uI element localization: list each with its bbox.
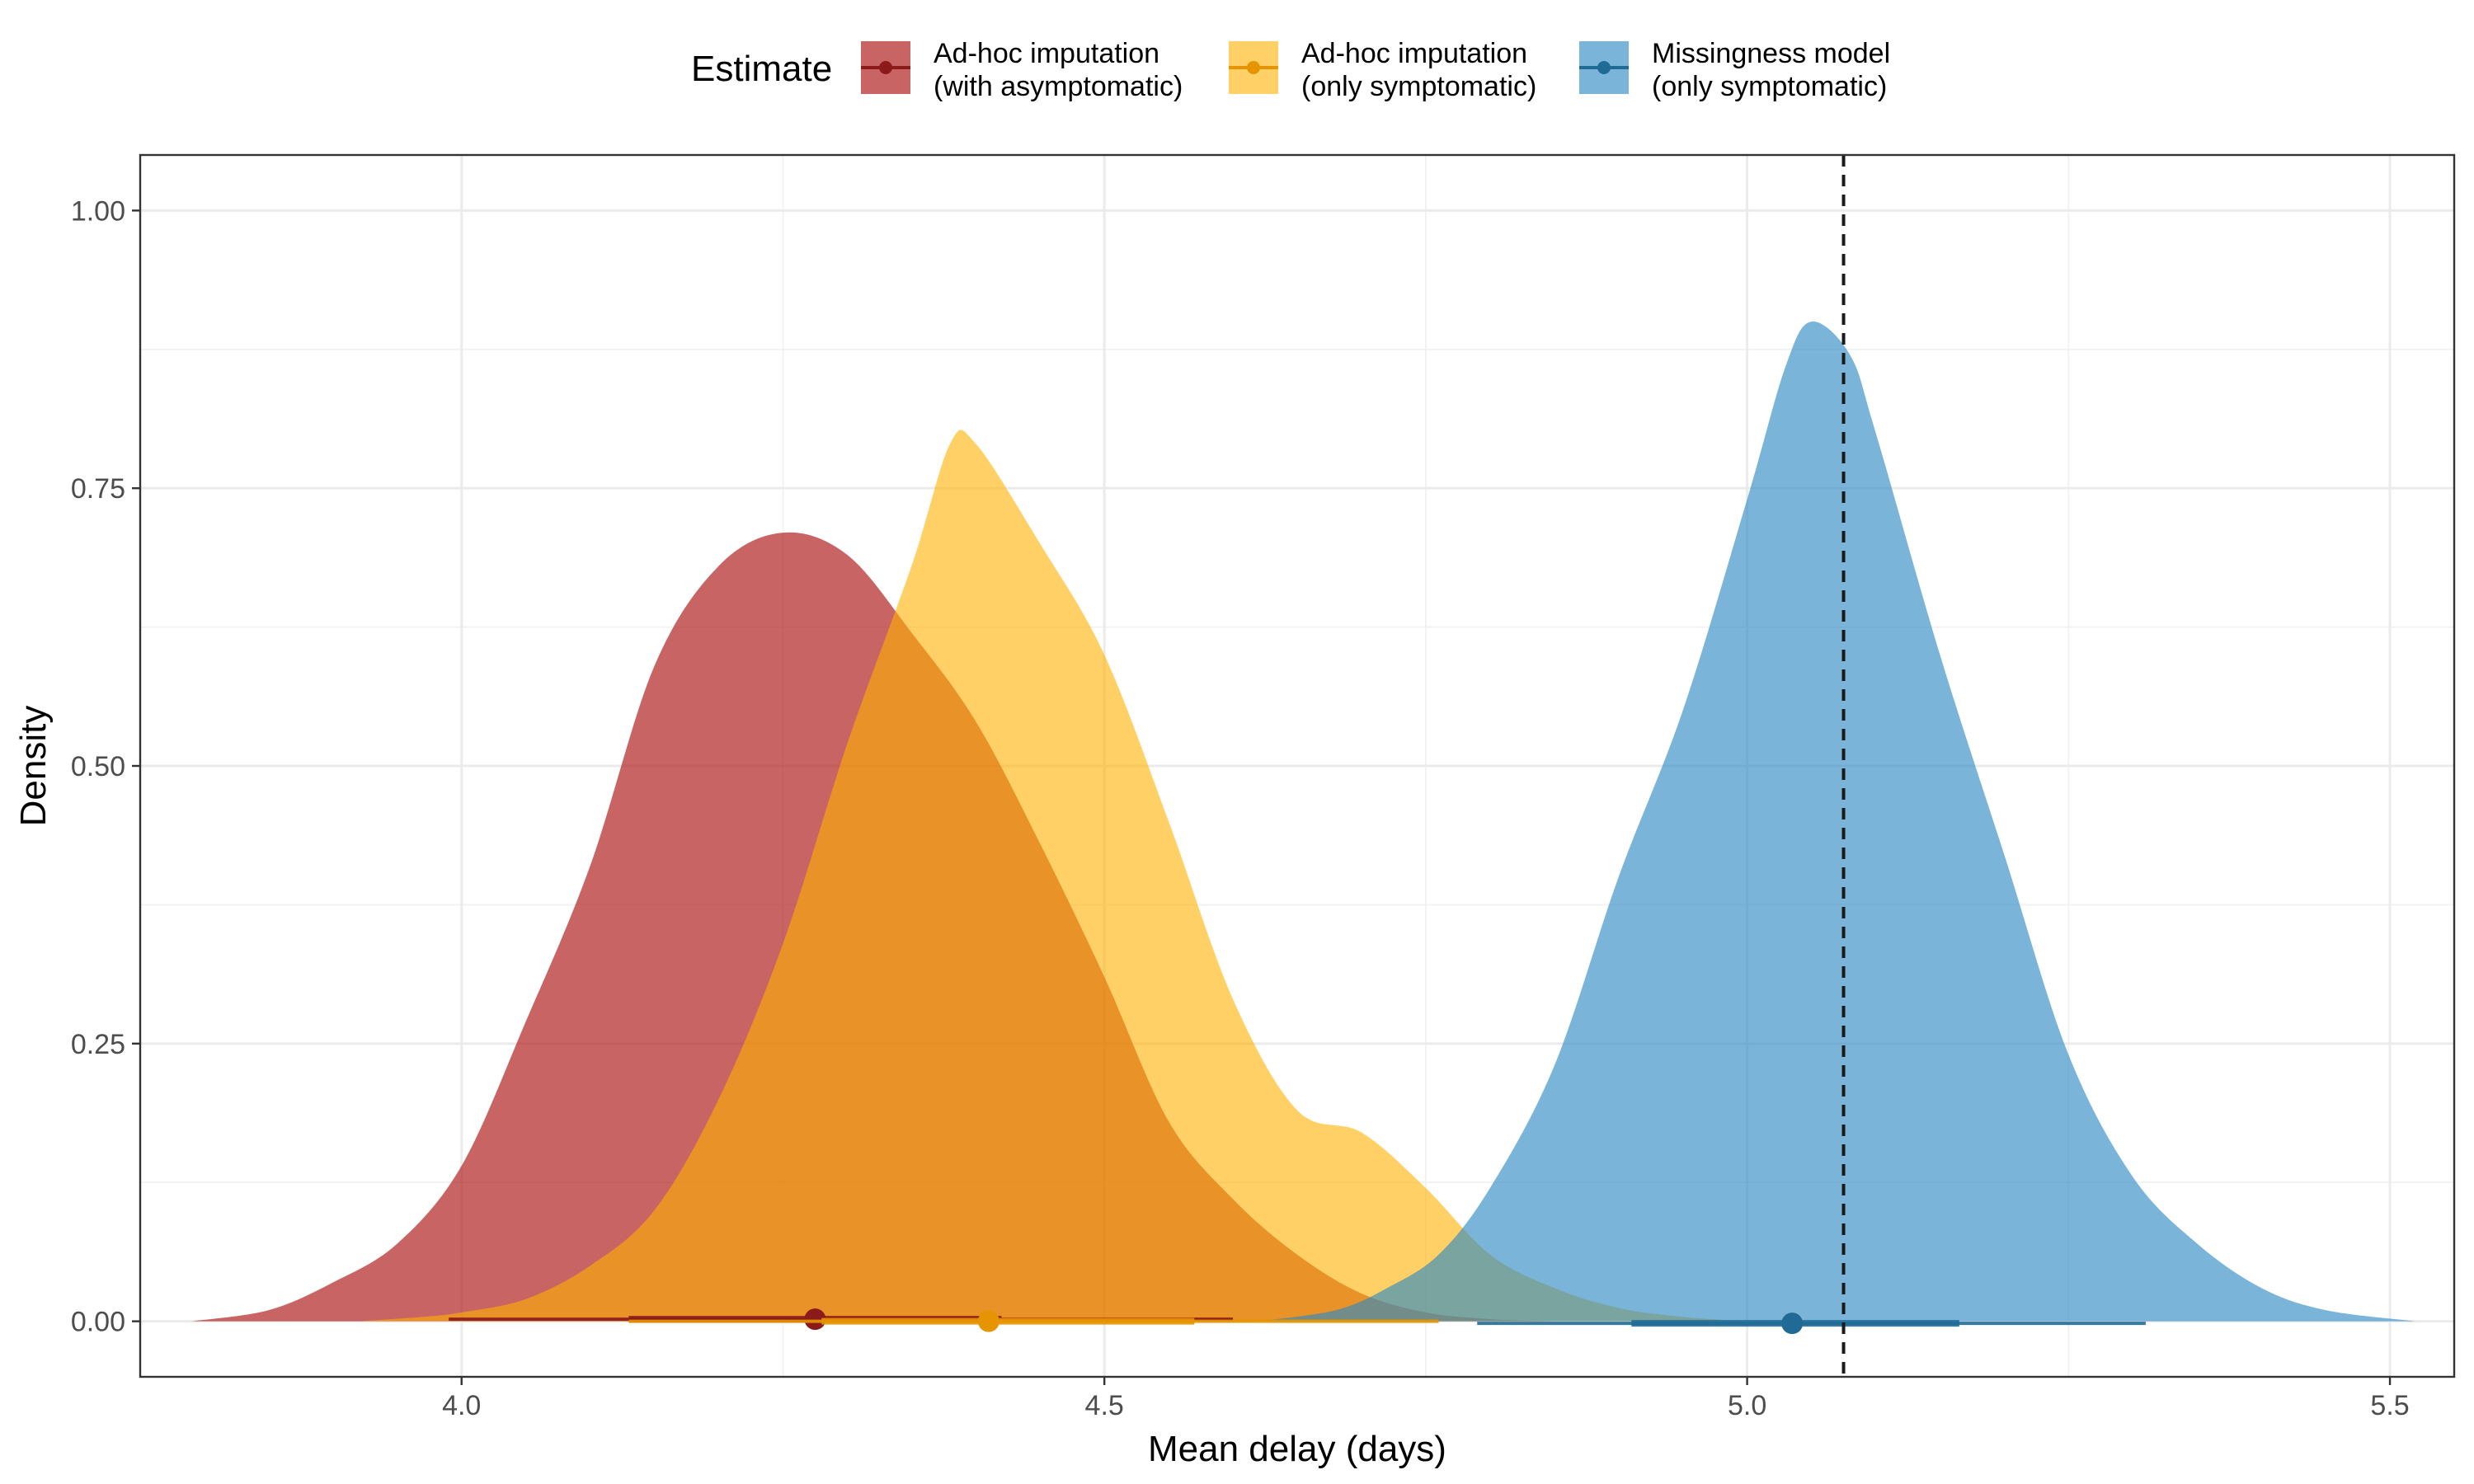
legend-label-1: Ad-hoc imputation [934, 38, 1159, 69]
x-tick-label: 4.5 [1085, 1390, 1124, 1421]
y-axis-label: Density [13, 706, 54, 827]
x-axis-label: Mean delay (days) [1148, 1429, 1446, 1469]
legend-item-2: Ad-hoc imputation(only symptomatic) [1229, 38, 1536, 102]
interval-bars [449, 1308, 2146, 1335]
y-tick-label: 1.00 [71, 195, 125, 227]
density-area-3 [1258, 321, 2416, 1322]
legend-label-2: (only symptomatic) [1301, 71, 1536, 102]
x-tick-label: 4.0 [442, 1390, 481, 1421]
legend-item-3: Missingness model(only symptomatic) [1579, 38, 1890, 102]
legend-item-1: Ad-hoc imputation(with asymptomatic) [861, 38, 1183, 102]
y-axis: 0.00 0.25 0.50 0.75 1.00 [71, 195, 140, 1338]
point-estimate-3 [1781, 1313, 1804, 1335]
legend-key-point-2 [1247, 61, 1260, 74]
y-tick-label: 0.50 [71, 751, 125, 782]
point-estimate-1 [804, 1308, 826, 1331]
legend-label-3: (only symptomatic) [1652, 71, 1887, 102]
y-tick-label: 0.25 [71, 1029, 125, 1060]
plot-area [139, 153, 2456, 1378]
point-estimate-2 [977, 1310, 999, 1332]
legend-key-point-1 [879, 61, 892, 74]
x-tick-label: 5.5 [2370, 1390, 2409, 1421]
legend-title: Estimate [691, 49, 832, 89]
legend-key-point-3 [1597, 61, 1611, 74]
legend-items: Ad-hoc imputation(with asymptomatic)Ad-h… [861, 38, 1890, 102]
legend: Estimate Ad-hoc imputation(with asymptom… [691, 38, 1890, 102]
y-tick-label: 0.75 [71, 473, 125, 505]
legend-label-1: (with asymptomatic) [934, 71, 1183, 102]
density-area-2 [359, 430, 1747, 1322]
x-axis: 4.0 4.5 5.0 5.5 [442, 1377, 2410, 1421]
x-tick-label: 5.0 [1728, 1390, 1766, 1421]
legend-label-3: Missingness model [1652, 38, 1890, 69]
y-tick-label: 0.00 [71, 1307, 125, 1338]
legend-label-2: Ad-hoc imputation [1301, 38, 1527, 69]
density-areas [191, 321, 2416, 1322]
